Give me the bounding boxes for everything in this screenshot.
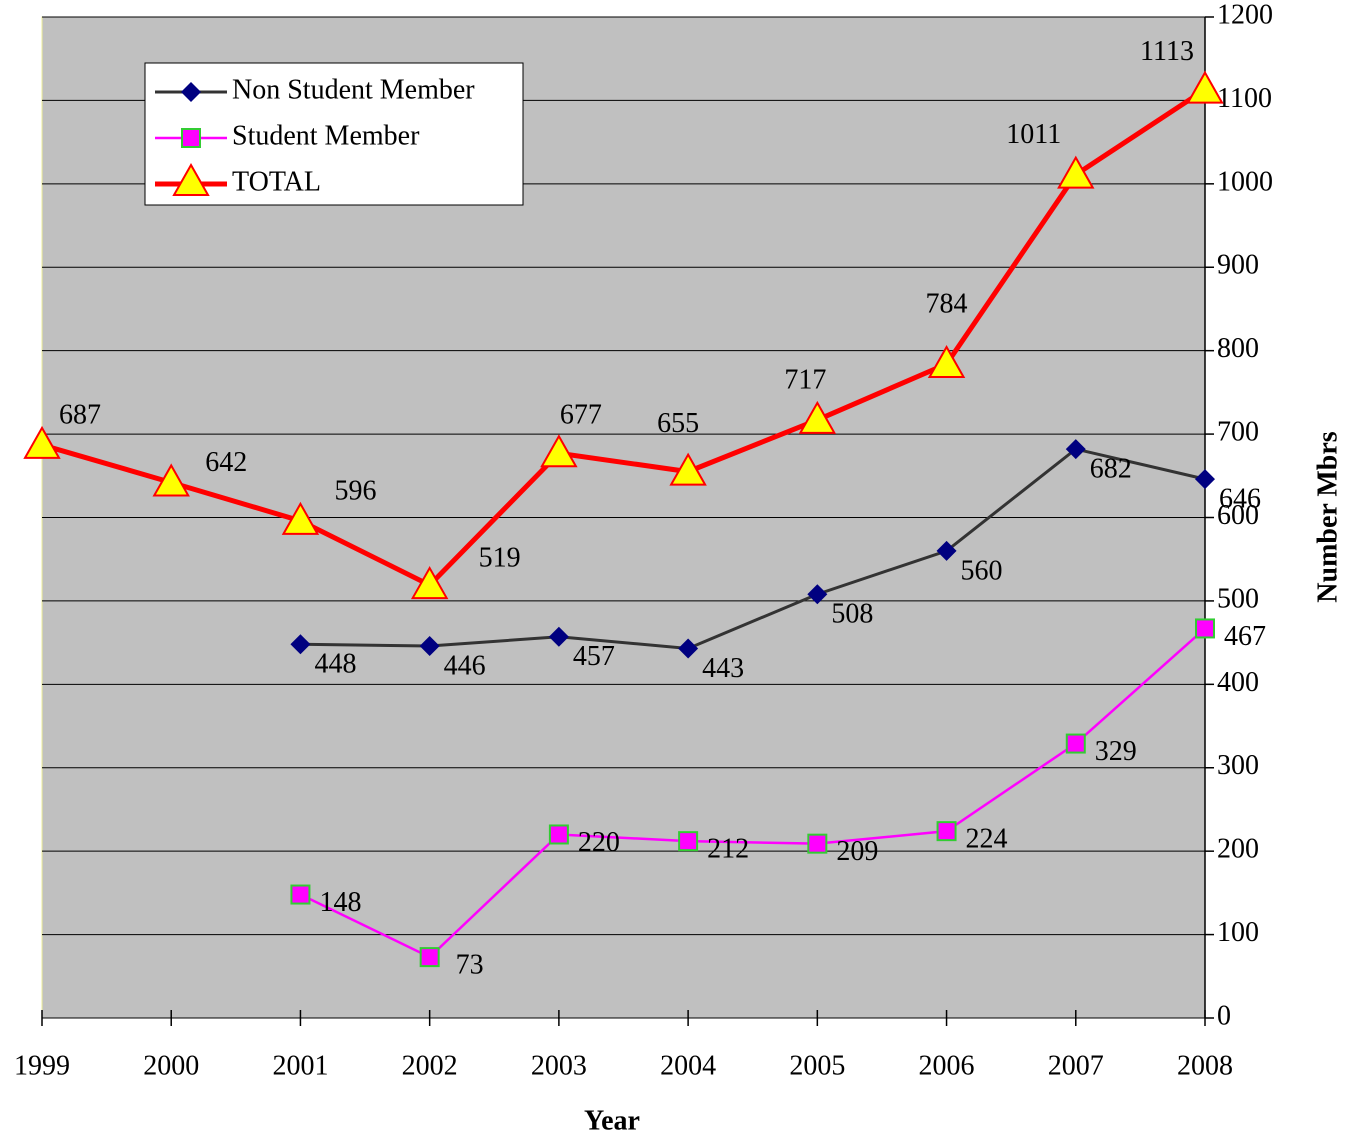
data-label: 687	[59, 399, 101, 430]
marker	[290, 634, 311, 655]
data-label: 560	[961, 555, 1003, 586]
data-label: 212	[707, 834, 749, 865]
marker	[678, 638, 699, 659]
data-label: 448	[314, 649, 356, 680]
x-tick-label: 2001	[272, 1050, 328, 1081]
data-label: 457	[573, 641, 615, 672]
data-label: 220	[578, 827, 620, 858]
y-tick-label: 1200	[1217, 0, 1273, 30]
data-label: 148	[319, 887, 361, 918]
data-label: 224	[966, 824, 1008, 855]
marker	[1057, 155, 1095, 189]
y-tick-label: 200	[1217, 834, 1259, 865]
data-label: 73	[456, 950, 484, 981]
series-line	[299, 627, 1206, 959]
data-label: 677	[560, 400, 602, 431]
data-label: 646	[1219, 484, 1261, 515]
legend: Non Student Member Student Member TOTAL	[144, 62, 524, 206]
x-tick-label: 2006	[919, 1050, 975, 1081]
marker	[936, 821, 957, 842]
marker	[798, 400, 837, 434]
y-tick-label: 100	[1217, 917, 1259, 948]
x-tick-label: 2000	[143, 1050, 199, 1081]
y-tick-label: 500	[1217, 583, 1259, 614]
data-label: 446	[444, 650, 486, 681]
y-tick-label: 1100	[1217, 83, 1272, 114]
series: 148 73 220 212 209 224 329 467	[290, 618, 1266, 981]
data-label: 717	[784, 364, 826, 395]
data-label: 519	[479, 542, 521, 573]
data-label: 1113	[1140, 36, 1194, 67]
legend-marker	[181, 82, 201, 102]
marker	[540, 434, 578, 468]
data-label: 596	[334, 475, 376, 506]
marker	[548, 824, 569, 845]
x-axis-label: Year	[584, 1105, 640, 1136]
marker	[927, 344, 966, 379]
y-tick-label: 700	[1217, 417, 1259, 448]
marker	[548, 626, 569, 647]
legend-label: Non Student Member	[232, 74, 475, 105]
y-tick-label: 300	[1217, 750, 1259, 781]
x-tick-label: 2002	[402, 1050, 458, 1081]
x-tick-label: 2007	[1048, 1050, 1104, 1081]
legend-label: Student Member	[232, 120, 420, 151]
y-axis-label: Number Mbrs	[1312, 431, 1343, 602]
data-label: 329	[1095, 736, 1137, 767]
marker	[419, 635, 440, 656]
marker	[1195, 618, 1215, 639]
marker	[419, 947, 440, 968]
y-tick-label: 900	[1217, 250, 1259, 281]
series: 687 642 596 519 677 655 717 784 1011 1113	[23, 36, 1224, 600]
data-label: 1011	[1006, 119, 1061, 150]
x-tick-label: 2005	[789, 1050, 845, 1081]
marker	[1186, 70, 1224, 104]
y-tick-label: 800	[1217, 333, 1259, 364]
legend-box	[144, 62, 524, 206]
legend-marker	[172, 162, 210, 196]
marker	[1195, 469, 1215, 490]
y-tick-label: 0	[1217, 1000, 1231, 1031]
data-label: 642	[205, 447, 247, 478]
data-label: 784	[926, 288, 968, 319]
marker	[1065, 733, 1086, 754]
legend-marker	[181, 128, 201, 148]
marker	[807, 584, 828, 605]
marker	[23, 425, 61, 459]
marker	[807, 833, 828, 854]
series-line	[300, 447, 1206, 650]
data-label: 655	[657, 408, 699, 439]
legend-label: TOTAL	[232, 166, 321, 197]
data-label: 467	[1224, 621, 1266, 652]
marker	[678, 831, 699, 852]
marker	[281, 501, 320, 535]
marker	[290, 884, 311, 905]
y-tick-label: 1000	[1217, 166, 1273, 197]
marker	[1065, 439, 1086, 460]
y-tick-label: 400	[1217, 667, 1259, 698]
series: 448 446 457 443 508 560 682 646	[290, 439, 1261, 684]
data-label: 209	[836, 836, 878, 867]
marker	[410, 566, 449, 600]
series-line	[41, 87, 1207, 589]
data-label: 443	[702, 653, 744, 684]
data-label: 508	[831, 599, 873, 630]
marker	[669, 452, 707, 486]
x-tick-label: 2003	[531, 1050, 587, 1081]
y-tick-label: 600	[1217, 500, 1259, 531]
x-tick-label: 2008	[1177, 1050, 1233, 1081]
marker	[152, 463, 190, 497]
x-tick-label: 1999	[14, 1050, 70, 1081]
data-label: 682	[1090, 454, 1132, 485]
x-tick-label: 2004	[660, 1050, 716, 1081]
marker	[936, 540, 957, 561]
